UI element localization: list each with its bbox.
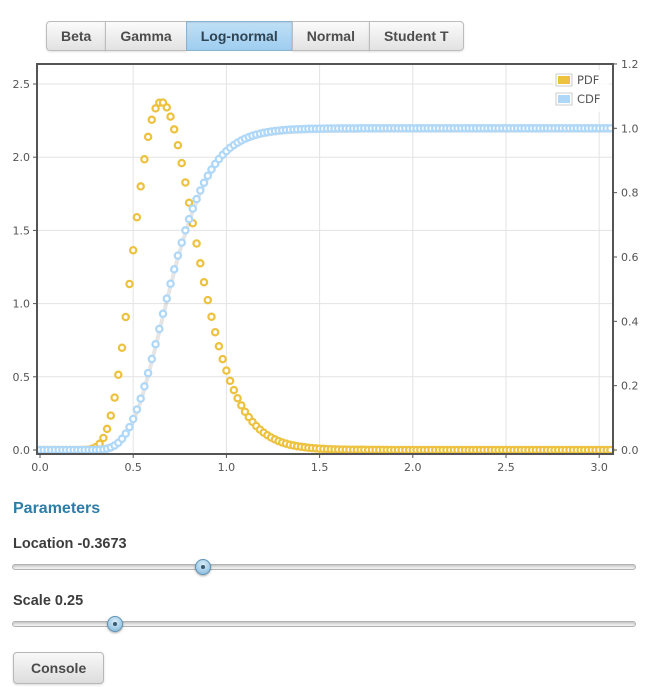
svg-text:1.2: 1.2	[621, 58, 639, 71]
scale-parameter: Scale 0.25	[0, 593, 650, 632]
location-slider-track[interactable]	[12, 564, 636, 570]
tab-beta[interactable]: Beta	[46, 21, 107, 51]
location-parameter: Location -0.3673	[0, 536, 650, 575]
svg-text:0.0: 0.0	[13, 444, 31, 457]
svg-text:1.0: 1.0	[13, 298, 31, 311]
tab-log-normal[interactable]: Log-normal	[185, 21, 293, 51]
svg-text:2.0: 2.0	[13, 151, 31, 164]
svg-text:2.5: 2.5	[497, 461, 515, 474]
svg-text:3.0: 3.0	[590, 461, 608, 474]
tab-gamma[interactable]: Gamma	[105, 21, 187, 51]
svg-text:0.5: 0.5	[124, 461, 142, 474]
svg-text:CDF: CDF	[577, 92, 601, 106]
svg-text:0.2: 0.2	[621, 380, 639, 393]
svg-text:0.8: 0.8	[621, 187, 639, 200]
svg-text:0.6: 0.6	[621, 251, 639, 264]
scale-slider[interactable]	[12, 616, 636, 632]
svg-text:0.0: 0.0	[621, 444, 639, 457]
svg-text:1.5: 1.5	[311, 461, 329, 474]
cdf-series	[35, 124, 615, 455]
tab-normal[interactable]: Normal	[291, 21, 370, 51]
pdf-series	[35, 98, 615, 455]
tab-student-t[interactable]: Student T	[368, 21, 464, 51]
svg-text:0.4: 0.4	[621, 315, 639, 328]
scale-slider-thumb[interactable]	[106, 616, 123, 632]
location-slider-thumb[interactable]	[194, 559, 211, 575]
parameters-heading: Parameters	[13, 500, 101, 517]
svg-text:2.5: 2.5	[13, 78, 31, 91]
location-slider[interactable]	[12, 559, 636, 575]
svg-text:1.0: 1.0	[621, 122, 639, 135]
distribution-chart: 0.0 0.5 1.0 1.5 2.0 2.5 3.0 0.0 0.5 1.0 1.5 2.0 2.5 0…	[13, 58, 639, 474]
svg-text:1.0: 1.0	[218, 461, 236, 474]
scale-slider-track[interactable]	[12, 621, 636, 627]
location-slider-label: Location -0.3673	[13, 536, 127, 552]
svg-text:1.5: 1.5	[13, 224, 31, 237]
svg-text:2.0: 2.0	[404, 461, 422, 474]
svg-text:0.5: 0.5	[13, 371, 31, 384]
chart-legend: PDF CDF	[553, 70, 609, 112]
svg-text:0.0: 0.0	[31, 461, 49, 474]
console-button[interactable]: Console	[13, 652, 105, 684]
scale-slider-label: Scale 0.25	[13, 593, 84, 609]
svg-text:PDF: PDF	[577, 73, 599, 87]
distribution-tabs: Beta Gamma Log-normal Normal Student T	[46, 21, 464, 51]
